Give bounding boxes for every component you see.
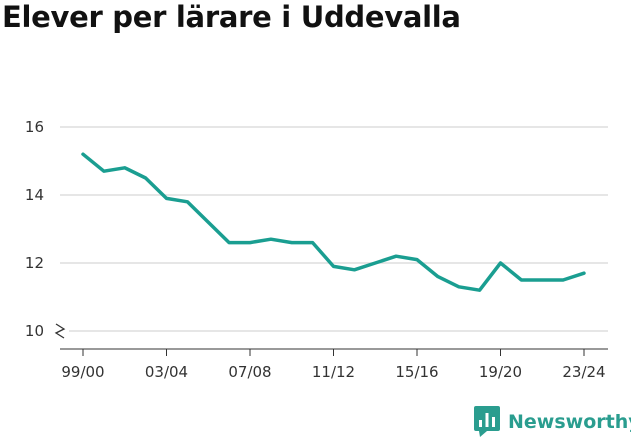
y-tick-label: 10 [25, 322, 44, 340]
newsworthy-brand: Newsworthy [474, 406, 631, 437]
y-tick-label: 12 [25, 254, 44, 272]
x-tick-label: 19/20 [479, 363, 522, 381]
x-tick-label: 23/24 [562, 363, 605, 381]
x-axis: 99/00 03/04 07/08 11/12 15/16 19/20 23/24 [60, 348, 608, 381]
x-tick-label: 11/12 [312, 363, 355, 381]
chart-title: Elever per lärare i Uddevalla [2, 0, 461, 34]
line-chart: 10 12 14 16 99/00 03/04 07/08 11/12 15/16 19/20 2… [25, 118, 608, 381]
y-axis-break-icon [53, 323, 69, 339]
x-tick-label: 99/00 [61, 363, 104, 381]
y-axis-ticks: 10 12 14 16 [25, 118, 44, 340]
brand-name: Newsworthy [508, 410, 631, 433]
series-line [81, 152, 586, 292]
gridlines [60, 126, 608, 332]
axis-break-zigzag [54, 323, 66, 339]
newsworthy-logo-icon [474, 406, 500, 437]
x-tick-label: 07/08 [228, 363, 271, 381]
x-tick-label: 15/16 [395, 363, 438, 381]
x-tick-label: 03/04 [145, 363, 188, 381]
series-group [81, 152, 586, 292]
y-tick-label: 14 [25, 186, 44, 204]
y-tick-label: 16 [25, 118, 44, 136]
